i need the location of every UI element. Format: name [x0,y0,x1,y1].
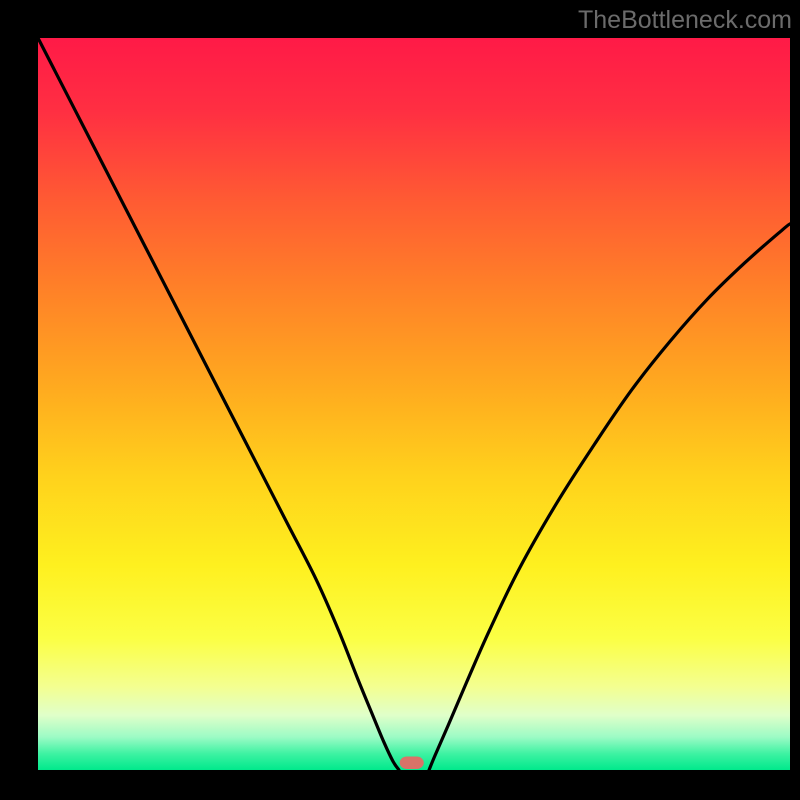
optimum-marker [400,757,424,769]
chart-container: TheBottleneck.com [0,0,800,800]
chart-svg [0,0,800,800]
plot-area [38,38,790,770]
